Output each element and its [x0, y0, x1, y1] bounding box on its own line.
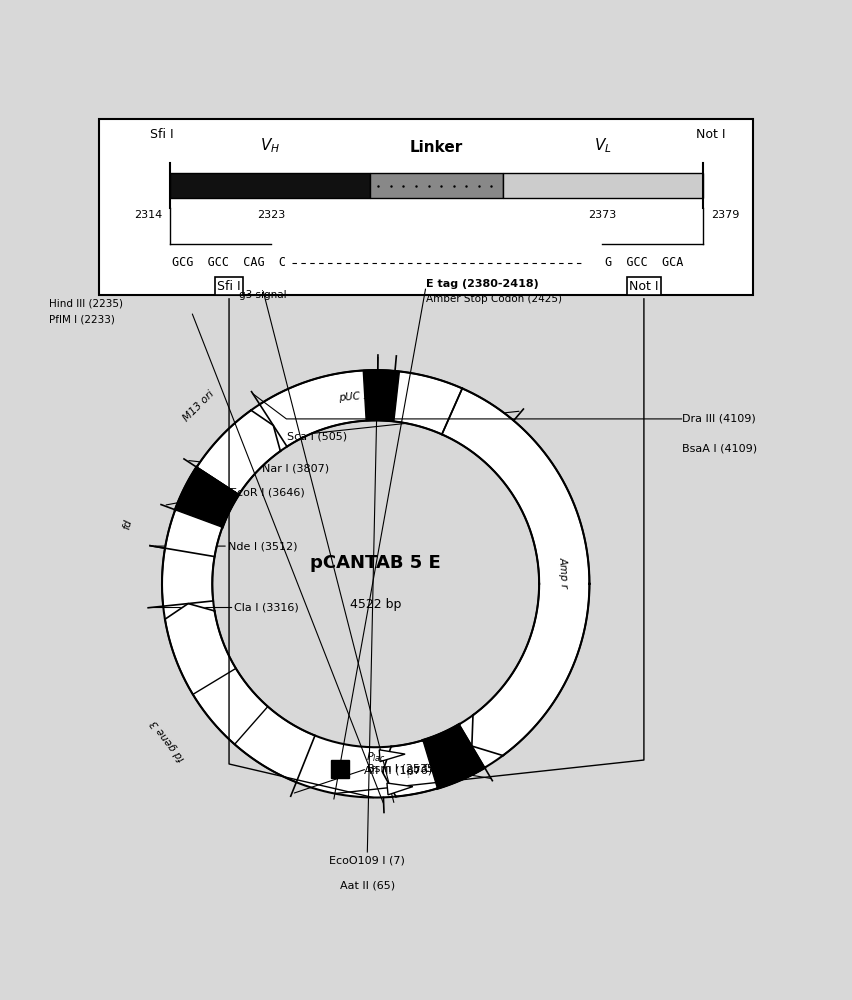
Polygon shape	[197, 410, 280, 495]
Text: Nde I (3512): Nde I (3512)	[228, 541, 297, 551]
Text: Dra III (4109): Dra III (4109)	[682, 414, 756, 424]
Polygon shape	[162, 467, 239, 606]
Polygon shape	[383, 747, 396, 797]
Text: 2379: 2379	[711, 210, 740, 220]
Text: ColE1 ori: ColE1 ori	[406, 753, 452, 776]
Polygon shape	[379, 750, 405, 762]
Polygon shape	[472, 715, 503, 756]
Polygon shape	[387, 783, 413, 795]
Text: Afl III (1876): Afl III (1876)	[365, 765, 433, 775]
Text: 2314: 2314	[134, 210, 162, 220]
Polygon shape	[391, 724, 485, 797]
Text: PflM I (2233): PflM I (2233)	[49, 315, 115, 325]
Polygon shape	[260, 370, 463, 447]
Polygon shape	[251, 410, 280, 451]
Text: EcoO109 I (7): EcoO109 I (7)	[330, 855, 406, 865]
Text: Amp r: Amp r	[558, 557, 570, 589]
Text: Sca I (505): Sca I (505)	[287, 431, 348, 441]
Text: Sfi I: Sfi I	[217, 280, 241, 293]
Text: G  GCC  GCA: G GCC GCA	[605, 256, 683, 269]
Polygon shape	[423, 724, 485, 788]
Text: fd gene 3: fd gene 3	[150, 718, 187, 763]
Text: EcoR I (3646): EcoR I (3646)	[231, 488, 305, 498]
Polygon shape	[442, 388, 590, 755]
Text: Hind III (2235): Hind III (2235)	[49, 298, 123, 308]
Text: pUC 119: pUC 119	[338, 389, 383, 403]
Text: BsaA I (4109): BsaA I (4109)	[682, 443, 757, 453]
Text: fd: fd	[121, 518, 133, 530]
Text: 2373: 2373	[588, 210, 616, 220]
Polygon shape	[176, 467, 239, 527]
Text: Bsm I (2535): Bsm I (2535)	[367, 764, 439, 774]
Text: pCANTAB 5 E: pCANTAB 5 E	[310, 554, 441, 572]
Text: Not I: Not I	[629, 280, 659, 293]
Bar	[503, 173, 703, 198]
Text: $P_{lac}$: $P_{lac}$	[366, 750, 386, 764]
Polygon shape	[165, 604, 215, 619]
Text: 4522 bp: 4522 bp	[350, 598, 401, 611]
Text: Linker: Linker	[410, 140, 463, 155]
Polygon shape	[165, 611, 315, 782]
Text: M13 ori: M13 ori	[181, 388, 216, 423]
Text: 2323: 2323	[256, 210, 285, 220]
Text: $V_L$: $V_L$	[594, 136, 612, 155]
Text: GCG  GCC  CAG  C: GCG GCC CAG C	[172, 256, 286, 269]
Polygon shape	[363, 370, 400, 421]
Text: Aat II (65): Aat II (65)	[340, 881, 394, 891]
Text: E tag (2380-2418): E tag (2380-2418)	[426, 279, 538, 289]
Text: Amber Stop Codon (2425): Amber Stop Codon (2425)	[426, 294, 562, 304]
Text: Nar I (3807): Nar I (3807)	[262, 464, 329, 474]
Bar	[370, 173, 503, 198]
Bar	[99, 119, 753, 295]
Text: Sfi I: Sfi I	[150, 128, 174, 141]
Text: $V_H$: $V_H$	[260, 136, 280, 155]
Text: g3 signal: g3 signal	[239, 290, 286, 300]
Text: Cla I (3316): Cla I (3316)	[234, 603, 299, 613]
Bar	[331, 760, 349, 778]
Text: Not I: Not I	[696, 128, 726, 141]
Bar	[170, 173, 370, 198]
